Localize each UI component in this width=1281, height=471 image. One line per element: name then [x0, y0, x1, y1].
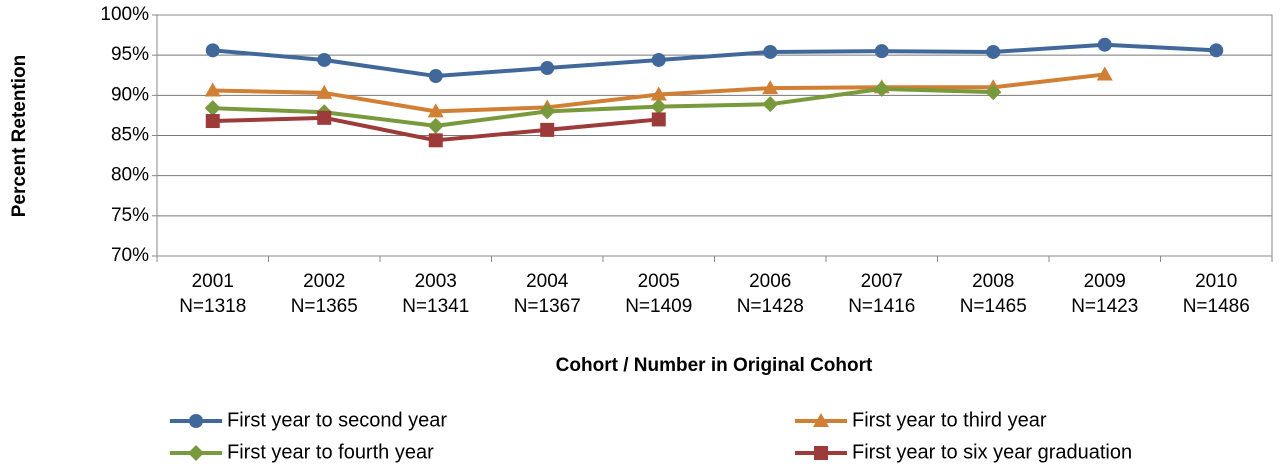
y-tick-label: 85% — [111, 125, 149, 146]
x-tick-label: 2009 — [1084, 271, 1126, 292]
x-tick-sublabel: N=1423 — [1071, 296, 1138, 317]
marker — [204, 82, 221, 97]
y-tick-label: 75% — [111, 205, 149, 226]
marker — [986, 44, 1001, 59]
y-tick-label: 70% — [111, 245, 149, 266]
x-tick-label: 2007 — [861, 271, 903, 292]
y-tick-label: 100% — [100, 4, 149, 25]
x-tick-sublabel: N=1486 — [1183, 296, 1250, 317]
x-tick-sublabel: N=1465 — [960, 296, 1027, 317]
marker — [316, 84, 333, 99]
x-tick-sublabel: N=1365 — [291, 296, 358, 317]
marker — [650, 98, 667, 115]
marker — [763, 44, 778, 59]
marker — [1096, 66, 1113, 81]
x-tick-label: 2001 — [192, 271, 234, 292]
marker — [427, 117, 444, 134]
y-axis-title: Percent Retention — [9, 55, 30, 218]
marker — [427, 103, 444, 118]
marker — [205, 43, 220, 58]
marker — [874, 44, 889, 59]
x-axis-title: Cohort / Number in Original Cohort — [556, 355, 873, 376]
marker — [428, 69, 443, 84]
x-tick-label: 2008 — [972, 271, 1014, 292]
marker — [317, 110, 332, 125]
x-tick-sublabel: N=1318 — [179, 296, 246, 317]
marker — [205, 114, 220, 129]
marker — [1097, 37, 1112, 52]
marker — [814, 446, 828, 460]
marker — [540, 122, 555, 137]
marker — [873, 80, 890, 97]
marker — [813, 413, 829, 427]
legend-label: First year to fourth year — [227, 441, 434, 463]
marker — [651, 112, 666, 127]
x-tick-sublabel: N=1428 — [737, 296, 804, 317]
x-tick-sublabel: N=1409 — [625, 296, 692, 317]
x-tick-label: 2003 — [415, 271, 457, 292]
legend-label: First year to second year — [227, 409, 447, 431]
marker — [188, 445, 204, 461]
marker — [651, 52, 666, 67]
x-tick-sublabel: N=1416 — [848, 296, 915, 317]
legend-label: First year to six year graduation — [852, 441, 1132, 463]
x-tick-label: 2005 — [638, 271, 680, 292]
legend-label: First year to third year — [852, 409, 1047, 431]
marker — [317, 52, 332, 67]
marker — [204, 100, 221, 117]
series-line — [212, 42, 1217, 79]
marker — [762, 96, 779, 113]
marker — [985, 84, 1002, 101]
marker — [540, 61, 555, 76]
y-tick-label: 80% — [111, 165, 149, 186]
y-tick-label: 95% — [111, 44, 149, 65]
marker — [539, 103, 556, 120]
marker — [189, 414, 203, 428]
series-line — [212, 86, 994, 128]
x-tick-sublabel: N=1367 — [514, 296, 581, 317]
x-tick-sublabel: N=1341 — [402, 296, 469, 317]
marker — [428, 133, 443, 148]
marker — [762, 80, 779, 95]
marker — [650, 86, 667, 101]
x-tick-label: 2006 — [749, 271, 791, 292]
x-tick-label: 2004 — [526, 271, 569, 292]
x-tick-label: 2010 — [1195, 271, 1237, 292]
y-tick-label: 90% — [111, 84, 149, 105]
marker — [1209, 43, 1224, 58]
x-tick-label: 2002 — [303, 271, 345, 292]
